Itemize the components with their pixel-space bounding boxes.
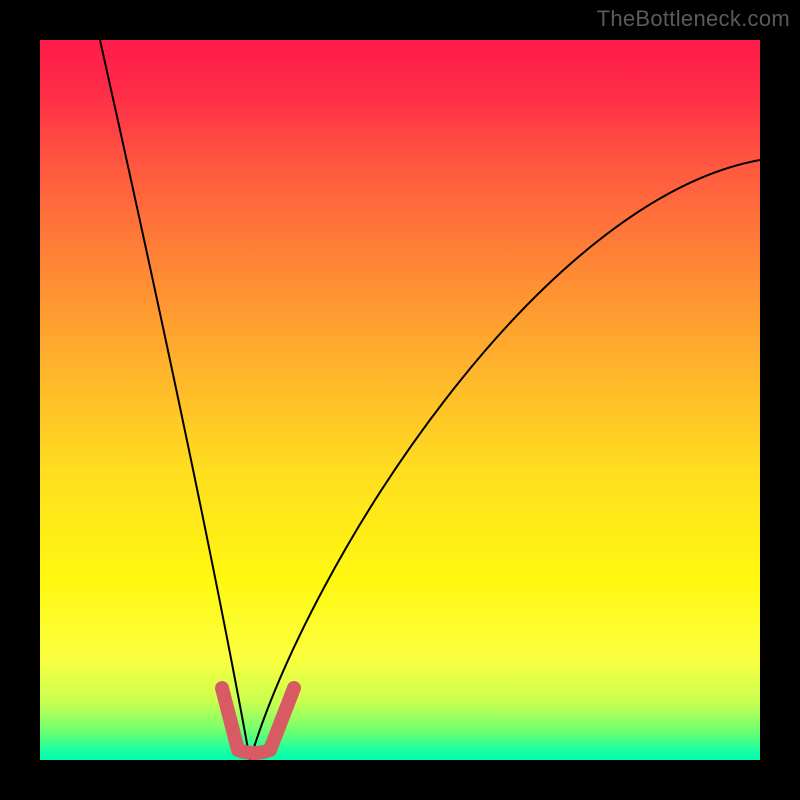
gradient-background <box>40 40 760 760</box>
plot-area <box>40 40 760 760</box>
watermark-text: TheBottleneck.com <box>597 6 790 32</box>
chart-svg <box>40 40 760 760</box>
